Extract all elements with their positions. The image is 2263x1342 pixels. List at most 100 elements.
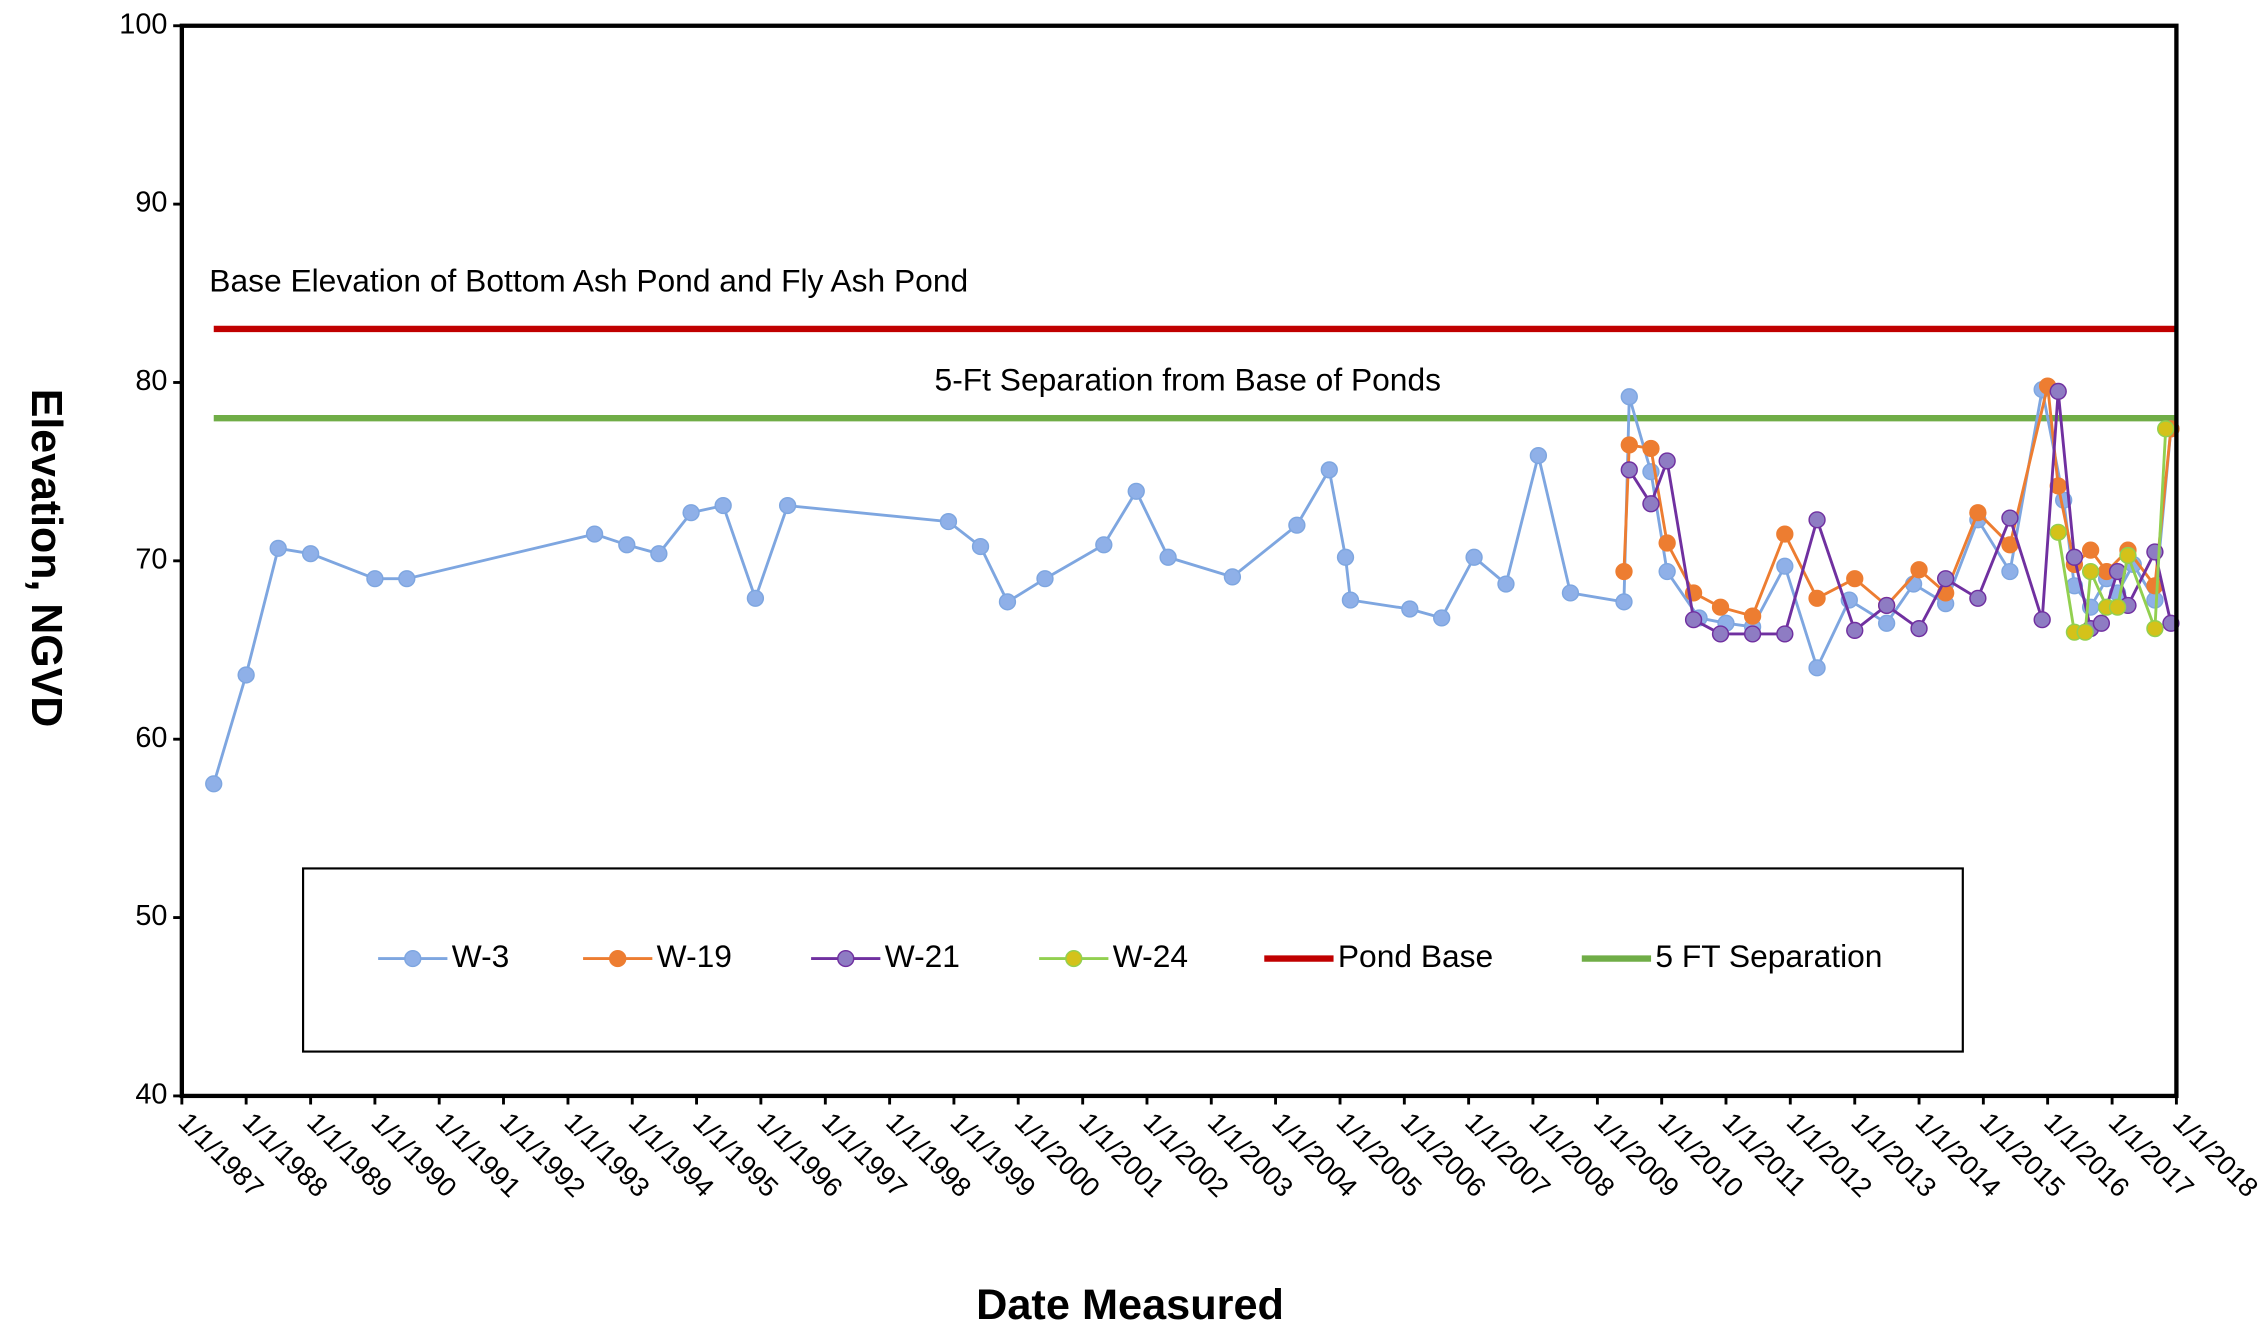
data-point xyxy=(1658,534,1676,552)
data-point xyxy=(1620,388,1638,406)
annotation: 5-Ft Separation from Base of Ponds xyxy=(935,361,1441,397)
legend-label: Pond Base xyxy=(1338,938,1493,974)
data-point xyxy=(1433,609,1451,627)
data-point xyxy=(1159,548,1177,566)
data-point xyxy=(682,504,700,522)
data-point xyxy=(2146,620,2164,638)
data-point xyxy=(1846,621,1864,639)
data-point xyxy=(1910,620,1928,638)
data-point xyxy=(2033,611,2051,629)
data-point xyxy=(1910,561,1928,579)
data-point xyxy=(1620,461,1638,479)
data-point xyxy=(2049,523,2067,541)
legend-label: W-3 xyxy=(452,938,510,974)
data-point xyxy=(237,666,255,684)
data-point xyxy=(1904,575,1923,593)
data-point xyxy=(1877,614,1896,632)
y-tick-label: 60 xyxy=(135,722,167,754)
legend-label: W-19 xyxy=(657,938,732,974)
legend-marker xyxy=(837,949,855,968)
data-point xyxy=(1877,596,1896,615)
x-axis-title: Date Measured xyxy=(976,1281,1284,1329)
data-point xyxy=(1401,600,1419,618)
data-point xyxy=(1620,436,1638,454)
legend-marker xyxy=(609,949,627,968)
data-point xyxy=(1776,525,1794,543)
data-point xyxy=(746,589,765,607)
y-tick-label: 50 xyxy=(135,900,167,932)
data-point xyxy=(618,536,636,554)
data-point xyxy=(1615,562,1633,581)
data-point xyxy=(2049,382,2067,400)
legend: W-3 W-19 W-21 W-24 Pond Base 5 FT Separation xyxy=(301,867,1964,1053)
data-point xyxy=(1336,548,1355,566)
data-point xyxy=(1743,607,1762,625)
data-point xyxy=(366,570,384,588)
data-point xyxy=(301,545,320,563)
data-point xyxy=(2076,623,2094,641)
y-tick-label: 100 xyxy=(119,8,167,40)
data-point xyxy=(1320,461,1338,479)
data-point xyxy=(1561,584,1580,602)
data-point xyxy=(1808,589,1826,607)
data-point xyxy=(939,513,958,531)
data-point xyxy=(1711,598,1730,616)
plot-area xyxy=(205,325,2180,793)
data-point xyxy=(2119,546,2137,565)
y-tick-label: 90 xyxy=(135,187,167,219)
data-point xyxy=(1223,568,1242,586)
data-point xyxy=(778,496,797,515)
data-point xyxy=(1711,625,1730,643)
data-point xyxy=(1776,625,1794,643)
legend-marker xyxy=(404,949,422,968)
data-point xyxy=(971,537,990,556)
data-point xyxy=(1684,611,1703,629)
legend-label: W-24 xyxy=(1113,938,1188,974)
legend-label: W-21 xyxy=(885,938,960,974)
data-point xyxy=(1808,659,1826,677)
data-point xyxy=(1288,516,1306,534)
y-tick-label: 70 xyxy=(135,544,167,576)
data-point xyxy=(998,593,1017,611)
annotation: Base Elevation of Bottom Ash Pond and Fl… xyxy=(209,263,968,299)
data-point xyxy=(1658,452,1676,470)
data-point xyxy=(2092,614,2111,632)
data-point xyxy=(714,496,732,515)
data-point xyxy=(2157,420,2175,438)
legend-marker xyxy=(1065,949,1083,968)
data-point xyxy=(585,525,604,543)
data-point xyxy=(1642,495,1660,513)
y-axis-title: Elevation, NGVD xyxy=(22,389,70,728)
data-point xyxy=(1743,625,1762,643)
data-point xyxy=(1341,591,1360,609)
data-point xyxy=(1808,511,1826,529)
legend-box xyxy=(301,867,1964,1053)
data-point xyxy=(1658,562,1676,581)
data-point xyxy=(1127,482,1145,500)
data-point xyxy=(1846,570,1864,588)
data-point xyxy=(2001,509,2019,527)
data-point xyxy=(1615,593,1633,611)
data-point xyxy=(1465,548,1483,566)
data-point xyxy=(2065,548,2084,566)
data-point xyxy=(1497,575,1515,593)
legend-label: 5 FT Separation xyxy=(1655,938,1882,974)
y-tick-label: 40 xyxy=(135,1079,167,1111)
data-point xyxy=(650,545,668,563)
data-point xyxy=(1969,504,1987,522)
data-point xyxy=(1969,589,1987,607)
data-point xyxy=(2081,541,2100,559)
data-point xyxy=(1529,447,1548,465)
plot-frame xyxy=(179,23,2179,1099)
data-point xyxy=(2108,598,2127,616)
data-point xyxy=(1776,557,1794,575)
data-point xyxy=(269,539,287,557)
data-point xyxy=(1936,570,1955,588)
data-point xyxy=(2081,562,2100,581)
data-point xyxy=(1095,536,1113,554)
data-point xyxy=(1642,439,1660,458)
data-point xyxy=(1036,570,1054,588)
data-point xyxy=(398,570,416,588)
